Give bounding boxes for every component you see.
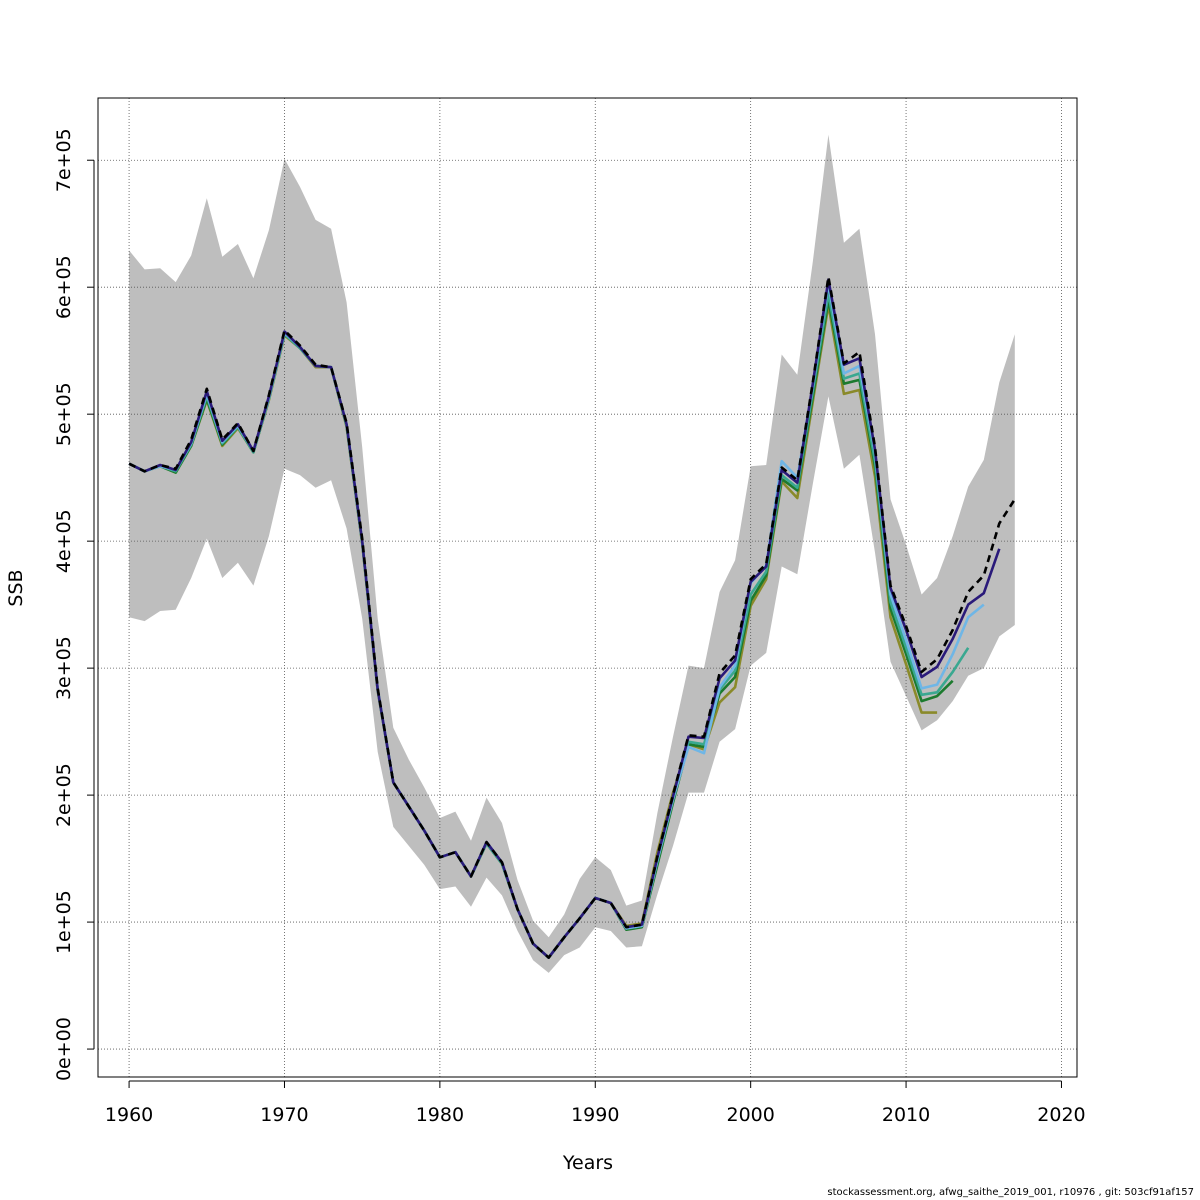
x-tick-label: 2010 bbox=[882, 1104, 930, 1126]
x-tick-label: 2000 bbox=[726, 1104, 774, 1126]
y-axis-label: SSB bbox=[5, 569, 27, 606]
x-axis: 1960 1970 1980 1990 2000 2010 2020 bbox=[105, 1080, 1086, 1126]
series-lines bbox=[128, 275, 1016, 959]
footer-credit: stockassessment.org, afwg_saithe_2019_00… bbox=[827, 1187, 1194, 1198]
plot-frame bbox=[97, 97, 1078, 1078]
confidence-band-area bbox=[129, 134, 1015, 973]
x-tick-label: 1960 bbox=[105, 1104, 153, 1126]
y-tick-label: 7e+05 bbox=[53, 128, 75, 192]
y-tick-label: 1e+05 bbox=[53, 890, 75, 954]
confidence-band bbox=[129, 134, 1015, 973]
y-tick-label: 5e+05 bbox=[53, 382, 75, 446]
grid-lines bbox=[98, 98, 1077, 1077]
series-line bbox=[128, 275, 1016, 959]
y-tick-label: 4e+05 bbox=[53, 509, 75, 573]
y-tick-label: 6e+05 bbox=[53, 255, 75, 319]
y-tick-label: 0e+00 bbox=[53, 1017, 75, 1081]
y-tick-label: 2e+05 bbox=[53, 763, 75, 827]
y-tick-label: 3e+05 bbox=[53, 636, 75, 700]
x-tick-label: 1990 bbox=[571, 1104, 619, 1126]
x-tick-label: 2020 bbox=[1037, 1104, 1085, 1126]
y-axis: 0e+00 1e+05 2e+05 3e+05 4e+05 5e+05 6e+05 7e+05 bbox=[53, 128, 95, 1081]
x-axis-label: Years bbox=[562, 1152, 613, 1174]
x-tick-label: 1970 bbox=[260, 1104, 308, 1126]
x-tick-label: 1980 bbox=[416, 1104, 464, 1126]
